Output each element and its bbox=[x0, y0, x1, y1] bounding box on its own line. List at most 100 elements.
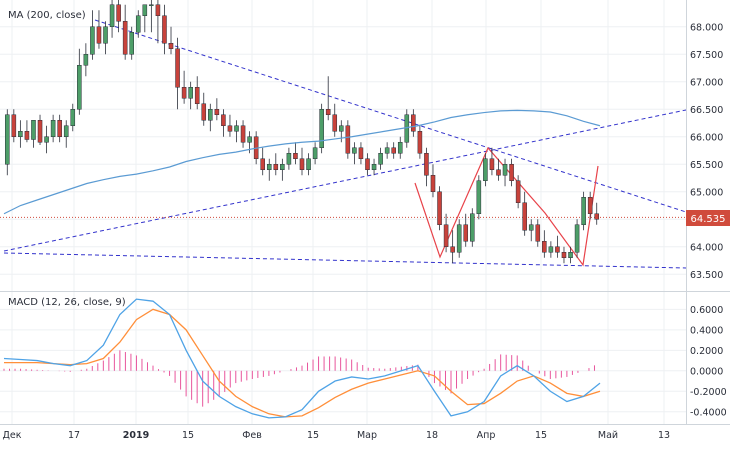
candle-body bbox=[273, 164, 279, 170]
candle-body bbox=[535, 224, 541, 242]
macd-y-axis[interactable]: 0.6000 0.4000 0.2000 0.0000 -0.2000 -0.4000 bbox=[690, 305, 727, 418]
candle bbox=[391, 142, 396, 159]
time-tick-label: Май bbox=[598, 430, 618, 441]
time-tick-label: 15 bbox=[307, 430, 319, 441]
candle-body bbox=[417, 131, 423, 154]
trend-line-1[interactable] bbox=[94, 19, 687, 213]
candle bbox=[430, 164, 436, 198]
candle-body bbox=[306, 158, 311, 170]
candle-body bbox=[214, 109, 220, 115]
candle-body bbox=[404, 114, 410, 143]
candle-body bbox=[142, 4, 148, 16]
candle bbox=[483, 153, 488, 187]
candle-body bbox=[352, 147, 357, 154]
candle bbox=[77, 48, 82, 115]
candle-body bbox=[175, 48, 180, 88]
candle bbox=[50, 114, 56, 143]
macd-tick-label: -0.2000 bbox=[690, 387, 727, 398]
candle bbox=[515, 175, 521, 209]
candle-body bbox=[332, 114, 338, 132]
candle bbox=[4, 109, 10, 176]
candle-body bbox=[11, 114, 17, 137]
ma-200-polyline bbox=[3, 109, 601, 215]
candle-body bbox=[528, 224, 534, 231]
candle-body bbox=[587, 197, 593, 214]
candle-body bbox=[135, 15, 141, 33]
candle-body bbox=[149, 4, 154, 6]
macd-signal-line bbox=[4, 308, 601, 418]
candle bbox=[397, 136, 403, 159]
macd-line bbox=[3, 298, 601, 419]
candle-body bbox=[18, 131, 23, 137]
candle bbox=[240, 120, 246, 148]
candle bbox=[489, 147, 495, 176]
trend-line-2[interactable] bbox=[3, 252, 687, 269]
candle-body bbox=[260, 158, 265, 170]
candle-body bbox=[103, 26, 108, 44]
ma-indicator-label[interactable]: MA (200, close) bbox=[8, 10, 86, 21]
candle-body bbox=[234, 125, 239, 132]
candle bbox=[181, 70, 187, 104]
candle-body bbox=[443, 224, 449, 247]
last-price-badge: 64.535 bbox=[686, 210, 730, 226]
candle bbox=[188, 81, 193, 110]
candle bbox=[227, 114, 233, 137]
candle-body bbox=[50, 120, 56, 137]
candle-body bbox=[83, 54, 89, 66]
candle bbox=[555, 235, 560, 258]
price-tick-label: 68.000 bbox=[690, 22, 723, 33]
candle-body bbox=[312, 147, 318, 159]
candle bbox=[175, 37, 180, 110]
candle-body bbox=[581, 197, 586, 225]
price-tick-label: 65.000 bbox=[690, 187, 723, 198]
price-tick-label: 65.500 bbox=[690, 160, 723, 171]
candle-body bbox=[70, 109, 76, 126]
candle-body bbox=[568, 252, 573, 258]
candle-body bbox=[188, 87, 193, 99]
candle bbox=[83, 43, 89, 77]
candle bbox=[142, 4, 148, 33]
candle bbox=[162, 4, 167, 55]
candle bbox=[384, 142, 390, 159]
candle bbox=[522, 191, 527, 236]
candle bbox=[103, 21, 108, 55]
candle bbox=[273, 153, 279, 176]
candle bbox=[155, 0, 161, 44]
macd-indicator-label[interactable]: MACD (12, 26, close, 9) bbox=[8, 297, 126, 308]
candle bbox=[352, 142, 357, 165]
candle-body bbox=[476, 180, 482, 214]
candle bbox=[149, 0, 154, 33]
candle-body bbox=[162, 15, 167, 44]
candle-body bbox=[221, 114, 226, 126]
candle-body bbox=[345, 125, 351, 154]
candle bbox=[561, 246, 567, 264]
candle bbox=[502, 158, 508, 187]
candle bbox=[194, 76, 200, 110]
candle bbox=[208, 103, 213, 132]
candle-body bbox=[463, 224, 469, 242]
candle-body bbox=[489, 158, 495, 170]
candle bbox=[129, 26, 134, 60]
macd-tick-label: 0.0000 bbox=[690, 366, 723, 377]
candle bbox=[332, 103, 338, 137]
candle bbox=[44, 125, 49, 154]
candle bbox=[109, 0, 115, 38]
price-tick-label: 64.000 bbox=[690, 242, 723, 253]
candle-body bbox=[424, 153, 429, 176]
time-tick-label: 13 bbox=[658, 430, 670, 441]
candle-body bbox=[561, 252, 567, 258]
time-x-axis[interactable]: Дек 17 2019 15 Фев 15 Мар 18 Апр 15 Май 13 bbox=[2, 430, 670, 441]
candle-body bbox=[286, 153, 292, 165]
candle-body bbox=[515, 180, 521, 203]
candle-body bbox=[339, 125, 344, 132]
candle-body bbox=[155, 4, 161, 16]
candle bbox=[299, 147, 305, 176]
candle bbox=[63, 120, 69, 148]
candle-body bbox=[319, 109, 324, 148]
candle-body bbox=[325, 109, 331, 115]
candle bbox=[574, 219, 580, 258]
candle bbox=[96, 10, 102, 49]
candle bbox=[312, 142, 318, 165]
